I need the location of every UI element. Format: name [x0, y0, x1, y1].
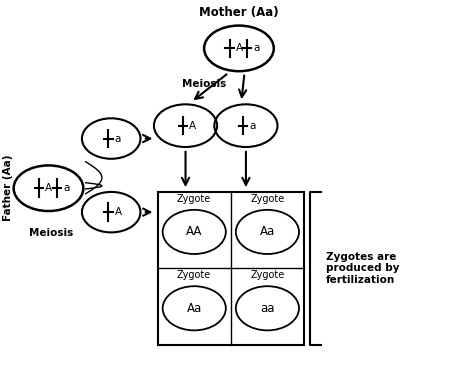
Text: A: A: [45, 183, 52, 193]
Text: Zygote: Zygote: [250, 194, 284, 204]
Text: AA: AA: [186, 225, 202, 238]
Text: a: a: [253, 44, 260, 53]
Text: A: A: [189, 121, 196, 130]
Text: a: a: [63, 183, 69, 193]
Text: Father (Aa): Father (Aa): [3, 155, 13, 222]
Text: Zygotes are
produced by
fertilization: Zygotes are produced by fertilization: [326, 252, 399, 285]
Text: Aa: Aa: [187, 302, 202, 315]
Bar: [158, 192, 304, 345]
Text: Aa: Aa: [260, 225, 275, 238]
Text: Zygote: Zygote: [250, 270, 284, 280]
Text: A: A: [236, 44, 243, 53]
Text: Meiosis: Meiosis: [29, 228, 73, 238]
Text: a: a: [114, 134, 121, 144]
Text: A: A: [114, 207, 121, 217]
Text: aa: aa: [260, 302, 274, 315]
Text: Zygote: Zygote: [177, 194, 211, 204]
Text: Meiosis: Meiosis: [182, 79, 226, 88]
Text: a: a: [249, 121, 255, 130]
Text: Zygote: Zygote: [177, 270, 211, 280]
Text: Mother (Aa): Mother (Aa): [199, 6, 279, 19]
